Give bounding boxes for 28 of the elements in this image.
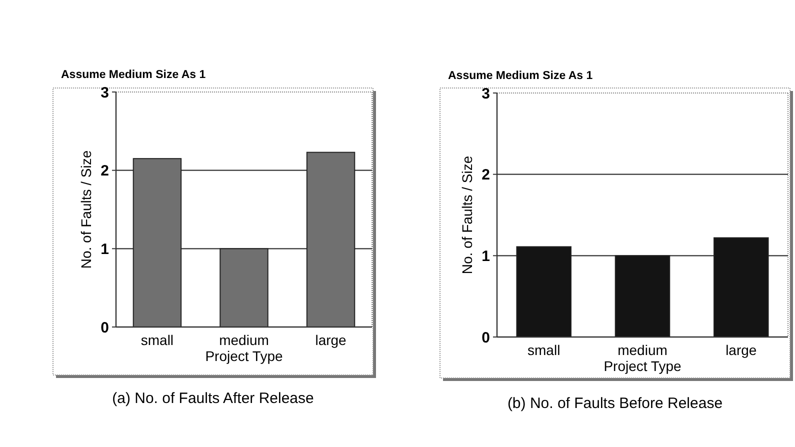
text: (a) No. of Faults After Release (112, 390, 314, 407)
bar (714, 237, 769, 338)
y-tick-label: 1 (482, 248, 490, 265)
y-axis-title: No. of Faults / Size (78, 150, 94, 269)
x-tick-label: medium (219, 332, 269, 348)
y-tick-label: 0 (482, 329, 490, 346)
bar (614, 255, 670, 338)
text: (b) No. of Faults Before Release (507, 395, 723, 412)
chart-subtitle: Assume Medium Size As 1 (448, 70, 594, 82)
y-tick-label: 3 (482, 85, 490, 102)
bar (516, 246, 572, 338)
y-tick-label: 0 (100, 319, 109, 336)
x-axis-title: Project Type (604, 358, 682, 374)
bar (132, 158, 182, 328)
x-tick-label: small (528, 342, 560, 358)
x-axis-title: Project Type (205, 348, 283, 364)
y-axis-title: No. of Faults / Size (459, 156, 475, 274)
bar (220, 248, 268, 328)
x-tick-label: large (726, 342, 757, 358)
x-tick-label: large (315, 332, 347, 348)
y-tick-label: 3 (100, 84, 109, 102)
chart-subtitle: Assume Medium Size As 1 (61, 69, 206, 81)
x-tick-label: small (140, 332, 174, 348)
y-tick-label: 2 (482, 166, 490, 184)
y-tick-label: 2 (100, 162, 109, 180)
x-tick-label: medium (618, 342, 668, 358)
bar (306, 152, 356, 328)
y-tick-label: 1 (100, 240, 109, 258)
